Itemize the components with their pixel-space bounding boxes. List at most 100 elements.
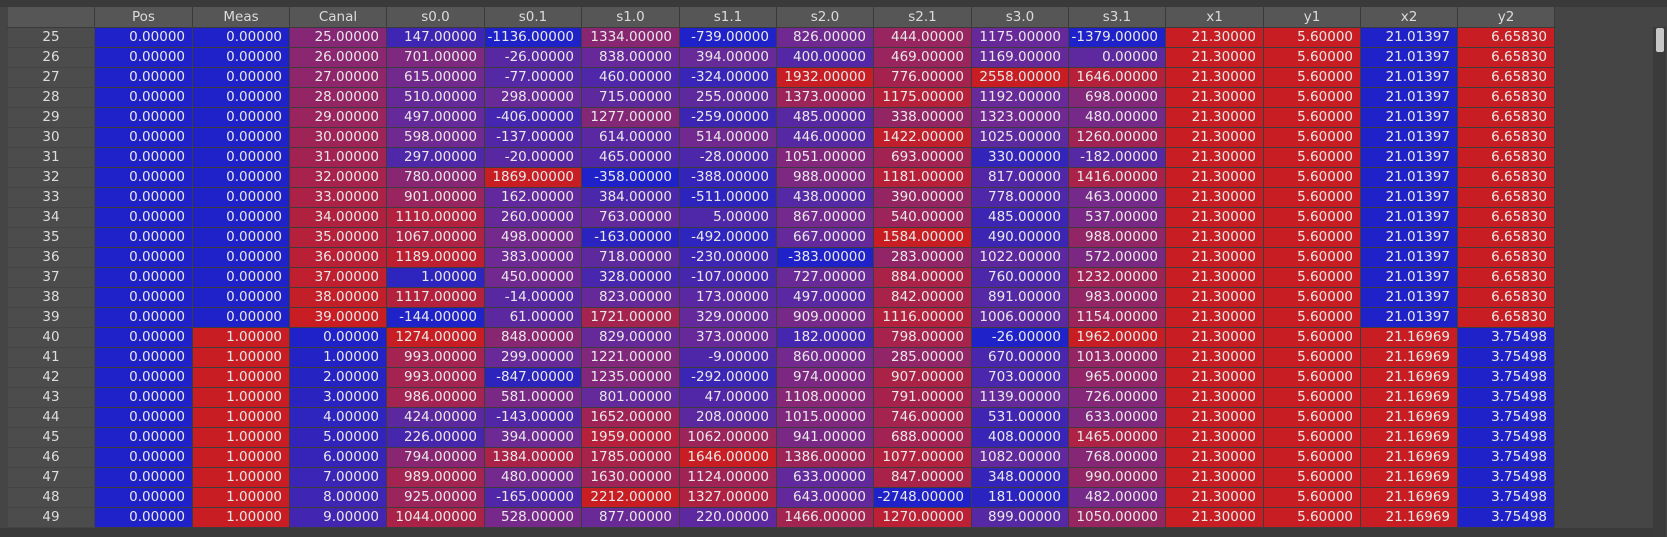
table-cell[interactable]: 21.16969 bbox=[1360, 427, 1458, 448]
table-cell[interactable]: -739.00000 bbox=[679, 27, 777, 48]
table-cell[interactable]: 0.00000 bbox=[192, 107, 290, 128]
table-cell[interactable]: 0.00000 bbox=[192, 167, 290, 188]
table-cell[interactable]: 1869.00000 bbox=[484, 167, 582, 188]
table-cell[interactable]: 5.60000 bbox=[1263, 127, 1361, 148]
table-cell[interactable]: 0.00000 bbox=[94, 407, 193, 428]
table-row[interactable]: 28 0.00000 0.00000 28.00000 510.00000 298.000… bbox=[7, 87, 1555, 108]
table-cell[interactable]: 1169.00000 bbox=[971, 47, 1069, 68]
table-cell[interactable]: 899.00000 bbox=[971, 507, 1069, 528]
table-cell[interactable]: 794.00000 bbox=[386, 447, 485, 468]
row-index[interactable]: 39 bbox=[7, 307, 95, 328]
table-cell[interactable]: 463.00000 bbox=[1068, 187, 1166, 208]
table-cell[interactable]: 21.01397 bbox=[1360, 47, 1458, 68]
table-cell[interactable]: 0.00000 bbox=[94, 67, 193, 88]
table-cell[interactable]: 21.30000 bbox=[1165, 47, 1264, 68]
table-cell[interactable]: 21.16969 bbox=[1360, 447, 1458, 468]
table-cell[interactable]: 21.30000 bbox=[1165, 467, 1264, 488]
table-cell[interactable]: 988.00000 bbox=[776, 167, 874, 188]
table-cell[interactable]: 842.00000 bbox=[873, 287, 972, 308]
table-cell[interactable]: 394.00000 bbox=[679, 47, 777, 68]
table-cell[interactable]: 5.60000 bbox=[1263, 447, 1361, 468]
table-cell[interactable]: 907.00000 bbox=[873, 367, 972, 388]
table-cell[interactable]: 540.00000 bbox=[873, 207, 972, 228]
table-cell[interactable]: 220.00000 bbox=[679, 507, 777, 528]
table-row[interactable]: 31 0.00000 0.00000 31.00000 297.00000 -20.000… bbox=[7, 147, 1555, 168]
table-cell[interactable]: 5.60000 bbox=[1263, 107, 1361, 128]
table-row[interactable]: 41 0.00000 1.00000 1.00000 993.00000 299.0000… bbox=[7, 347, 1555, 368]
table-cell[interactable]: 35.00000 bbox=[289, 227, 387, 248]
table-cell[interactable]: 5.60000 bbox=[1263, 487, 1361, 508]
table-cell[interactable]: 993.00000 bbox=[386, 367, 485, 388]
table-row[interactable]: 26 0.00000 0.00000 26.00000 701.00000 -26.000… bbox=[7, 47, 1555, 68]
table-cell[interactable]: 485.00000 bbox=[776, 107, 874, 128]
table-cell[interactable]: 746.00000 bbox=[873, 407, 972, 428]
table-cell[interactable]: 0.00000 bbox=[94, 107, 193, 128]
table-cell[interactable]: 0.00000 bbox=[94, 27, 193, 48]
table-cell[interactable]: 1.00000 bbox=[192, 487, 290, 508]
table-cell[interactable]: 0.00000 bbox=[94, 127, 193, 148]
table-cell[interactable]: 867.00000 bbox=[776, 207, 874, 228]
table-cell[interactable]: 965.00000 bbox=[1068, 367, 1166, 388]
table-cell[interactable]: 986.00000 bbox=[386, 387, 485, 408]
table-cell[interactable]: 860.00000 bbox=[776, 347, 874, 368]
table-cell[interactable]: 328.00000 bbox=[581, 267, 680, 288]
table-cell[interactable]: 3.75498 bbox=[1457, 347, 1555, 368]
table-cell[interactable]: 0.00000 bbox=[94, 367, 193, 388]
table-cell[interactable]: 21.30000 bbox=[1165, 287, 1264, 308]
table-row[interactable]: 37 0.00000 0.00000 37.00000 1.00000 450.00000… bbox=[7, 267, 1555, 288]
table-cell[interactable]: 2212.00000 bbox=[581, 487, 680, 508]
table-cell[interactable]: 1416.00000 bbox=[1068, 167, 1166, 188]
table-row[interactable]: 49 0.00000 1.00000 9.00000 1044.00000 528.000… bbox=[7, 507, 1555, 528]
table-cell[interactable]: 21.16969 bbox=[1360, 407, 1458, 428]
table-row[interactable]: 42 0.00000 1.00000 2.00000 993.00000 -847.000… bbox=[7, 367, 1555, 388]
table-cell[interactable]: 791.00000 bbox=[873, 387, 972, 408]
table-cell[interactable]: 6.65830 bbox=[1457, 167, 1555, 188]
table-cell[interactable]: 572.00000 bbox=[1068, 247, 1166, 268]
table-cell[interactable]: 394.00000 bbox=[484, 427, 582, 448]
table-cell[interactable]: 1025.00000 bbox=[971, 127, 1069, 148]
table-cell[interactable]: 1323.00000 bbox=[971, 107, 1069, 128]
table-cell[interactable]: 38.00000 bbox=[289, 287, 387, 308]
table-cell[interactable]: 1962.00000 bbox=[1068, 327, 1166, 348]
table-cell[interactable]: 1.00000 bbox=[192, 427, 290, 448]
table-cell[interactable]: 21.16969 bbox=[1360, 387, 1458, 408]
table-cell[interactable]: 21.30000 bbox=[1165, 167, 1264, 188]
table-cell[interactable]: 1116.00000 bbox=[873, 307, 972, 328]
table-cell[interactable]: 30.00000 bbox=[289, 127, 387, 148]
table-cell[interactable]: 21.30000 bbox=[1165, 147, 1264, 168]
table-cell[interactable]: 1785.00000 bbox=[581, 447, 680, 468]
table-cell[interactable]: 5.00000 bbox=[289, 427, 387, 448]
table-cell[interactable]: 0.00000 bbox=[94, 147, 193, 168]
table-cell[interactable]: -20.00000 bbox=[484, 147, 582, 168]
table-cell[interactable]: 1015.00000 bbox=[776, 407, 874, 428]
table-cell[interactable]: 5.60000 bbox=[1263, 207, 1361, 228]
row-index[interactable]: 36 bbox=[7, 247, 95, 268]
table-cell[interactable]: 446.00000 bbox=[776, 127, 874, 148]
table-cell[interactable]: 615.00000 bbox=[386, 67, 485, 88]
table-cell[interactable]: 408.00000 bbox=[971, 427, 1069, 448]
row-index[interactable]: 29 bbox=[7, 107, 95, 128]
table-cell[interactable]: 0.00000 bbox=[192, 47, 290, 68]
table-cell[interactable]: -1379.00000 bbox=[1068, 27, 1166, 48]
table-cell[interactable]: 1466.00000 bbox=[776, 507, 874, 528]
table-cell[interactable]: 643.00000 bbox=[776, 487, 874, 508]
table-cell[interactable]: 1.00000 bbox=[192, 367, 290, 388]
table-cell[interactable]: 1.00000 bbox=[192, 467, 290, 488]
table-cell[interactable]: 3.75498 bbox=[1457, 467, 1555, 488]
table-cell[interactable]: 670.00000 bbox=[971, 347, 1069, 368]
table-cell[interactable]: 0.00000 bbox=[192, 67, 290, 88]
table-cell[interactable]: 1630.00000 bbox=[581, 467, 680, 488]
table-cell[interactable]: 1.00000 bbox=[386, 267, 485, 288]
table-cell[interactable]: 901.00000 bbox=[386, 187, 485, 208]
table-cell[interactable]: 1959.00000 bbox=[581, 427, 680, 448]
table-cell[interactable]: 28.00000 bbox=[289, 87, 387, 108]
row-index[interactable]: 48 bbox=[7, 487, 95, 508]
column-header[interactable]: s3.0 bbox=[971, 7, 1069, 28]
row-index[interactable]: 43 bbox=[7, 387, 95, 408]
table-cell[interactable]: 31.00000 bbox=[289, 147, 387, 168]
vertical-scrollbar[interactable] bbox=[1653, 27, 1666, 537]
table-cell[interactable]: 298.00000 bbox=[484, 87, 582, 108]
table-cell[interactable]: 1652.00000 bbox=[581, 407, 680, 428]
column-header[interactable]: s0.0 bbox=[386, 7, 485, 28]
table-cell[interactable]: 763.00000 bbox=[581, 207, 680, 228]
